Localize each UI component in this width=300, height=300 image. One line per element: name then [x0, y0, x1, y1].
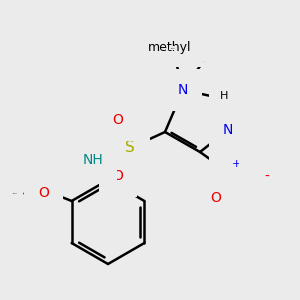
Text: O: O	[112, 113, 123, 127]
Text: O: O	[253, 165, 263, 179]
Text: N: N	[178, 83, 188, 97]
Text: N: N	[223, 165, 233, 179]
Text: N: N	[223, 123, 233, 137]
Text: H: H	[220, 91, 228, 101]
Text: methyl: methyl	[13, 192, 18, 194]
Text: S: S	[125, 140, 135, 155]
Text: +: +	[231, 159, 241, 169]
Text: methyl: methyl	[148, 41, 192, 55]
Text: methyl: methyl	[171, 47, 176, 49]
Text: NH: NH	[82, 153, 103, 167]
Text: -: -	[265, 170, 269, 184]
Text: O: O	[112, 169, 123, 183]
Text: O: O	[38, 186, 49, 200]
Text: O: O	[211, 191, 221, 205]
